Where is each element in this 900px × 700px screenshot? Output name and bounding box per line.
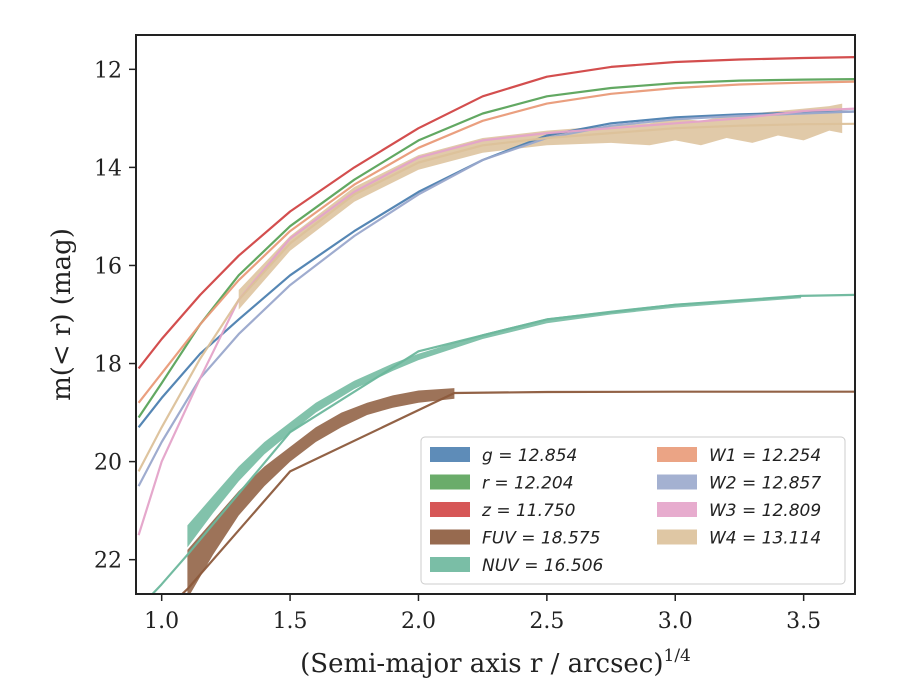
legend-swatch [430,502,470,517]
legend-item-fuv: FUV = 18.575 [430,529,600,549]
legend-label: W1 = 12.254 [709,446,821,466]
y-tick-label: 16 [94,254,122,279]
legend-swatch [430,447,470,462]
x-axis: 1.0 1.5 2.0 2.5 3.0 3.5 [144,594,821,634]
legend: g = 12.854 r = 12.204 z = 11.750 FUV = 18.5… [420,436,846,585]
legend-frame [420,436,846,585]
plot-frame [135,34,856,595]
y-tick-label: 22 [94,549,122,574]
x-tick-label: 3.5 [786,609,821,634]
legend-swatch [657,529,697,545]
legend-item-nuv: NUV = 16.506 [430,556,604,576]
line-z [137,56,855,370]
legend-item-g: g = 12.854 [430,446,577,466]
x-axis-label-exponent: 1/4 [664,646,691,666]
line-w1 [137,80,855,404]
x-tick-label: 2.5 [529,609,564,634]
legend-swatch [430,529,470,545]
legend-swatch [430,557,470,572]
y-tick-label: 14 [94,156,122,181]
x-axis-label: (Semi-major axis r / arcsec)1/4 [300,646,691,679]
legend-swatch [430,474,470,490]
legend-label: W2 = 12.857 [709,474,821,494]
y-tick-label: 12 [94,58,122,83]
legend-label: W3 = 12.809 [709,501,821,521]
y-axis-label: m(< r) (mag) [47,228,77,401]
line-w3 [137,107,855,536]
line-nuv [150,293,855,594]
legend-label: W4 = 13.114 [709,529,821,549]
line-fuv [180,390,855,594]
x-tick-label: 2.0 [401,609,436,634]
y-tick-label: 18 [94,353,122,378]
legend-item-w1: W1 = 12.254 [657,446,821,466]
line-w4 [137,122,855,472]
line-w2 [137,110,855,487]
legend-item-r: r = 12.204 [430,474,574,494]
legend-label: z = 11.750 [481,501,575,521]
legend-swatch [657,474,697,490]
x-tick-label: 3.0 [658,609,693,634]
legend-label: g = 12.854 [482,446,577,466]
y-axis: 12 14 16 18 20 22 [94,58,136,574]
legend-swatch [657,447,697,462]
legend-item-w3: W3 = 12.809 [657,501,821,521]
x-tick-label: 1.0 [144,609,179,634]
legend-label: r = 12.204 [482,474,574,494]
legend-swatch [657,502,697,517]
legend-label: NUV = 16.506 [482,556,604,576]
legend-item-w4: W4 = 13.114 [657,529,821,549]
legend-item-z: z = 11.750 [430,501,575,521]
y-tick-label: 20 [94,451,122,476]
x-tick-label: 1.5 [273,609,308,634]
legend-label: FUV = 18.575 [482,529,600,549]
legend-item-w2: W2 = 12.857 [657,474,821,494]
series-lines [137,56,855,594]
